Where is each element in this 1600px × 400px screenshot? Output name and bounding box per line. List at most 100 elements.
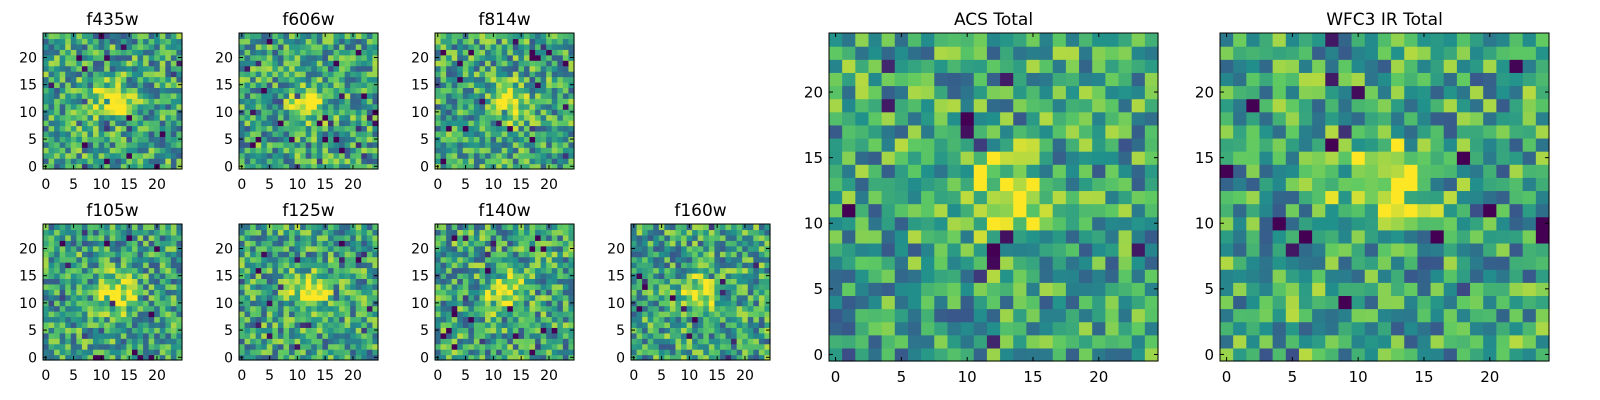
heatmap-cell bbox=[87, 130, 94, 137]
heatmap-cell bbox=[546, 65, 553, 72]
heatmap-cell bbox=[115, 81, 122, 88]
heatmap-cell bbox=[546, 294, 553, 301]
heatmap-cell bbox=[479, 54, 486, 61]
heatmap-cell bbox=[81, 87, 89, 94]
heatmap-cell bbox=[143, 289, 150, 296]
heatmap-cell bbox=[176, 283, 183, 290]
heatmap-cell bbox=[104, 256, 111, 263]
heatmap-cell bbox=[272, 130, 279, 137]
heatmap-cell bbox=[758, 349, 766, 356]
heatmap-cell bbox=[1039, 282, 1054, 296]
heatmap-cell bbox=[289, 103, 296, 110]
heatmap-cell bbox=[473, 283, 481, 290]
heatmap-cell bbox=[76, 136, 83, 143]
heatmap-cell bbox=[753, 272, 760, 279]
heatmap-cell bbox=[366, 49, 374, 56]
heatmap-cell bbox=[43, 120, 50, 127]
heatmap-cell bbox=[266, 283, 273, 290]
heatmap-cell bbox=[512, 305, 519, 312]
heatmap-cell bbox=[244, 343, 251, 350]
heatmap-cell bbox=[435, 60, 442, 67]
heatmap-cell bbox=[261, 109, 268, 116]
heatmap-cell bbox=[366, 33, 374, 40]
heatmap-cell bbox=[986, 295, 1001, 310]
heatmap-cell bbox=[76, 71, 83, 78]
heatmap-cell bbox=[311, 136, 318, 143]
heatmap-cell bbox=[159, 289, 166, 296]
heatmap-cell bbox=[87, 103, 94, 110]
heatmap-cell bbox=[490, 338, 497, 345]
heatmap-cell bbox=[244, 87, 251, 94]
heatmap-cell bbox=[339, 349, 346, 356]
heatmap-cell bbox=[159, 98, 166, 105]
heatmap-cell bbox=[109, 338, 116, 345]
heatmap-cell bbox=[59, 354, 66, 361]
heatmap-cell bbox=[647, 354, 654, 361]
heatmap-cell bbox=[115, 251, 122, 258]
heatmap-cell bbox=[714, 278, 721, 285]
heatmap-cell bbox=[104, 343, 111, 350]
heatmap-cell bbox=[109, 262, 116, 269]
heatmap-cell bbox=[170, 163, 178, 170]
heatmap-cell bbox=[653, 256, 660, 263]
heatmap-cell bbox=[473, 54, 481, 61]
heatmap-cell bbox=[344, 245, 351, 252]
heatmap-cell bbox=[468, 343, 475, 350]
heatmap-cell bbox=[540, 354, 547, 361]
heatmap-cell bbox=[973, 269, 988, 283]
heatmap-cell bbox=[557, 109, 564, 116]
heatmap-cell bbox=[446, 87, 453, 94]
heatmap-cell bbox=[93, 245, 100, 252]
heatmap-cell bbox=[300, 103, 307, 110]
heatmap-cell bbox=[143, 49, 150, 56]
heatmap-cell bbox=[842, 347, 856, 362]
heatmap-cell bbox=[311, 300, 318, 307]
heatmap-cell bbox=[283, 283, 290, 290]
heatmap-cell bbox=[546, 251, 553, 258]
heatmap-cell bbox=[361, 49, 368, 56]
heatmap-cell bbox=[143, 152, 150, 159]
heatmap-cell bbox=[457, 327, 464, 334]
heatmap-cell bbox=[81, 327, 89, 334]
heatmap-cell bbox=[507, 316, 514, 323]
heatmap-cell bbox=[154, 229, 161, 236]
heatmap-cell bbox=[479, 81, 486, 88]
heatmap-cell bbox=[98, 92, 105, 99]
heatmap-cell bbox=[154, 311, 161, 318]
heatmap-cell bbox=[725, 332, 732, 339]
heatmap-cell bbox=[462, 87, 469, 94]
heatmap-cell bbox=[344, 65, 351, 72]
heatmap-cell bbox=[109, 136, 116, 143]
heatmap-cell bbox=[131, 267, 139, 274]
heatmap-cell bbox=[148, 38, 155, 45]
heatmap-cell bbox=[501, 81, 508, 88]
heatmap-cell bbox=[143, 98, 150, 105]
heatmap-cell bbox=[636, 332, 643, 339]
heatmap-cell bbox=[697, 251, 704, 258]
heatmap-cell bbox=[719, 251, 727, 258]
heatmap-cell bbox=[764, 338, 771, 345]
heatmap-cell bbox=[159, 60, 166, 67]
heatmap-cell bbox=[104, 311, 111, 318]
heatmap-cell bbox=[636, 316, 643, 323]
heatmap-cell bbox=[658, 256, 665, 263]
heatmap-cell bbox=[104, 114, 111, 121]
heatmap-cell bbox=[658, 240, 665, 247]
heatmap-cell bbox=[479, 163, 486, 170]
heatmap-cell bbox=[479, 92, 486, 99]
heatmap-cell bbox=[316, 49, 323, 56]
heatmap-cell bbox=[523, 103, 531, 110]
heatmap-cell bbox=[137, 338, 144, 345]
heatmap-cell bbox=[333, 103, 340, 110]
heatmap-cell bbox=[344, 33, 351, 40]
heatmap-cell bbox=[535, 354, 542, 361]
heatmap-cell bbox=[546, 234, 553, 241]
heatmap-cell bbox=[137, 81, 144, 88]
heatmap-cell bbox=[98, 158, 105, 165]
heatmap-cell bbox=[148, 240, 155, 247]
heatmap-cell bbox=[170, 316, 178, 323]
heatmap-cell bbox=[501, 49, 508, 56]
heatmap-cell bbox=[642, 338, 649, 345]
heatmap-cell bbox=[98, 152, 105, 159]
